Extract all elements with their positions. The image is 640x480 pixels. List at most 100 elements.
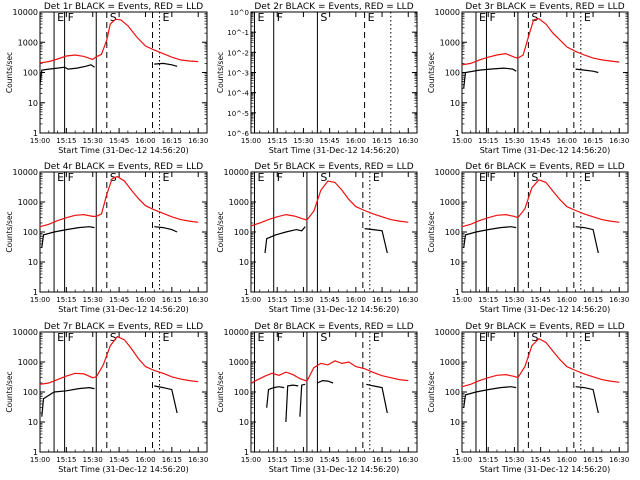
chart-panel-7: Det 7r BLACK = Events, RED = LLD 1 10 100 10… xyxy=(5,322,208,474)
y-tick-label: 10000 xyxy=(13,328,38,337)
chart-panel-1: Det 1r BLACK = Events, RED = LLD 1 10 100 10… xyxy=(5,2,208,155)
chart-title: Det 4r BLACK = Events, RED = LLD xyxy=(44,162,203,172)
y-tick-label: 10^-5 xyxy=(227,110,249,118)
event-marker-label: E xyxy=(479,331,486,344)
lld-series-line xyxy=(39,175,199,228)
y-tick-label: 10000 xyxy=(13,168,38,177)
y-tick-label: 1 xyxy=(455,288,460,297)
y-tick-label: 10^-6 xyxy=(227,130,249,138)
event-marker-label: S xyxy=(320,171,327,184)
y-tick-label: 1000 xyxy=(440,198,460,207)
chart-panel-2: Det 2r BLACK = Events, RED = LLD 10^-6 10^… xyxy=(216,2,418,155)
x-tick-label: 15:45 xyxy=(109,296,129,304)
plot-frame xyxy=(250,11,418,134)
x-tick-label: 15:45 xyxy=(320,456,340,464)
x-tick-label: 15:15 xyxy=(478,456,498,464)
chart-title: Det 1r BLACK = Events, RED = LLD xyxy=(44,2,203,12)
y-tick-label: 1000 xyxy=(229,358,249,367)
x-tick-label: 15:30 xyxy=(293,456,313,464)
y-axis-label: Counts/sec xyxy=(427,52,436,93)
x-tick-label: 15:30 xyxy=(83,456,103,464)
x-tick-label: 15:15 xyxy=(56,456,76,464)
x-axis-label: Start Time (31-Dec-12 14:56:20) xyxy=(269,465,400,474)
x-tick-label: 15:30 xyxy=(293,296,313,304)
y-tick-label: 10 xyxy=(450,258,460,267)
events-series-line xyxy=(575,68,599,74)
x-tick-label: 16:30 xyxy=(188,137,208,145)
x-tick-label: 16:15 xyxy=(162,137,182,145)
y-tick-label: 10 xyxy=(239,418,249,427)
y-tick-label: 1 xyxy=(455,448,460,457)
y-tick-label: 100 xyxy=(234,228,249,237)
events-series-line xyxy=(154,226,178,233)
y-tick-label: 100 xyxy=(23,388,38,397)
plot-frame xyxy=(250,331,418,453)
x-tick-label: 15:15 xyxy=(267,137,287,145)
x-tick-label: 16:30 xyxy=(188,296,208,304)
x-tick-label: 15:15 xyxy=(478,296,498,304)
x-tick-label: 15:15 xyxy=(56,137,76,145)
y-tick-label: 10 xyxy=(28,258,38,267)
x-tick-label: 15:30 xyxy=(504,456,524,464)
event-marker-label: S xyxy=(531,171,538,184)
event-marker-label: E xyxy=(373,331,380,344)
events-series-line xyxy=(463,67,517,89)
x-tick-label: 16:15 xyxy=(372,296,392,304)
events-series-line xyxy=(154,62,178,67)
events-series-line xyxy=(299,383,306,417)
events-series-line xyxy=(463,386,517,408)
x-tick-label: 15:15 xyxy=(478,137,498,145)
x-tick-label: 15:00 xyxy=(452,456,472,464)
y-tick-label: 10 xyxy=(28,418,38,427)
x-axis-label: Start Time (31-Dec-12 14:56:20) xyxy=(58,146,189,155)
x-tick-label: 15:45 xyxy=(320,296,340,304)
x-tick-label: 16:15 xyxy=(583,456,603,464)
x-tick-label: 16:30 xyxy=(609,456,629,464)
x-tick-label: 15:00 xyxy=(452,137,472,145)
event-marker-label: S xyxy=(110,171,117,184)
y-tick-label: 1 xyxy=(244,288,249,297)
y-tick-label: 10^-2 xyxy=(227,49,249,57)
y-tick-label: 1 xyxy=(33,448,38,457)
event-marker-label: F xyxy=(68,11,74,24)
event-marker-label: F xyxy=(277,331,283,344)
y-tick-label: 1000 xyxy=(18,198,38,207)
lld-series-line xyxy=(250,360,409,384)
chart-title: Det 6r BLACK = Events, RED = LLD xyxy=(465,162,624,172)
chart-panel-4: Det 4r BLACK = Events, RED = LLD 1 10 100 10… xyxy=(5,162,208,314)
events-series-line xyxy=(41,386,95,417)
event-marker-label: E xyxy=(584,171,591,184)
event-marker-label: E xyxy=(257,171,264,184)
event-marker-label: S xyxy=(531,331,538,344)
y-tick-label: 1000 xyxy=(18,358,38,367)
event-marker-label: E xyxy=(257,11,264,24)
y-tick-label: 10 xyxy=(239,258,249,267)
y-tick-label: 10000 xyxy=(435,328,460,337)
lld-series-line xyxy=(39,335,199,385)
y-tick-label: 10^-3 xyxy=(227,70,249,78)
events-series-line xyxy=(575,226,599,254)
y-axis-label: Counts/sec xyxy=(216,52,225,93)
x-axis-label: Start Time (31-Dec-12 14:56:20) xyxy=(269,305,400,314)
x-axis-label: Start Time (31-Dec-12 14:56:20) xyxy=(269,146,400,155)
plot-frame xyxy=(250,171,418,293)
y-tick-label: 10^-4 xyxy=(227,90,249,98)
x-tick-label: 15:30 xyxy=(83,296,103,304)
y-tick-label: 10^0 xyxy=(230,9,249,17)
events-series-line xyxy=(41,226,95,248)
y-tick-label: 1000 xyxy=(229,198,249,207)
x-tick-label: 15:30 xyxy=(293,137,313,145)
x-tick-label: 16:15 xyxy=(372,137,392,145)
y-tick-label: 100 xyxy=(23,69,38,78)
chart-panel-9: Det 9r BLACK = Events, RED = LLD 1 10 100 10… xyxy=(427,322,629,474)
events-series-line xyxy=(575,386,599,414)
x-tick-label: 15:00 xyxy=(30,456,50,464)
lld-series-line xyxy=(461,18,620,66)
y-tick-label: 1 xyxy=(455,129,460,138)
event-marker-label: F xyxy=(277,171,283,184)
x-axis-label: Start Time (31-Dec-12 14:56:20) xyxy=(480,146,611,155)
x-tick-label: 16:00 xyxy=(135,137,155,145)
x-tick-label: 15:00 xyxy=(241,137,261,145)
y-tick-label: 10^-1 xyxy=(227,29,249,37)
event-marker-label: F xyxy=(68,171,74,184)
